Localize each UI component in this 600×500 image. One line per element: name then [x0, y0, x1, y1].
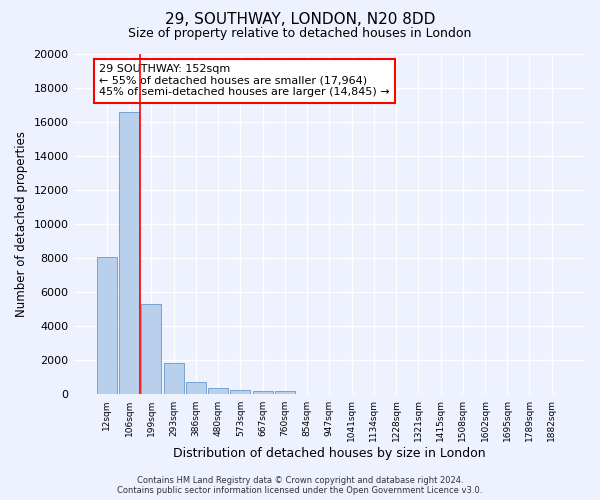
X-axis label: Distribution of detached houses by size in London: Distribution of detached houses by size …	[173, 447, 485, 460]
Bar	[275, 391, 295, 394]
Text: Size of property relative to detached houses in London: Size of property relative to detached ho…	[128, 28, 472, 40]
Bar	[186, 382, 206, 394]
Bar	[208, 388, 228, 394]
Y-axis label: Number of detached properties: Number of detached properties	[15, 131, 28, 317]
Text: 29 SOUTHWAY: 152sqm
← 55% of detached houses are smaller (17,964)
45% of semi-de: 29 SOUTHWAY: 152sqm ← 55% of detached ho…	[99, 64, 390, 98]
Bar	[230, 390, 250, 394]
Bar	[119, 112, 139, 395]
Text: 29, SOUTHWAY, LONDON, N20 8DD: 29, SOUTHWAY, LONDON, N20 8DD	[165, 12, 435, 28]
Bar	[164, 363, 184, 394]
Bar	[97, 256, 117, 394]
Text: Contains HM Land Registry data © Crown copyright and database right 2024.
Contai: Contains HM Land Registry data © Crown c…	[118, 476, 482, 495]
Bar	[253, 390, 272, 394]
Bar	[141, 304, 161, 394]
